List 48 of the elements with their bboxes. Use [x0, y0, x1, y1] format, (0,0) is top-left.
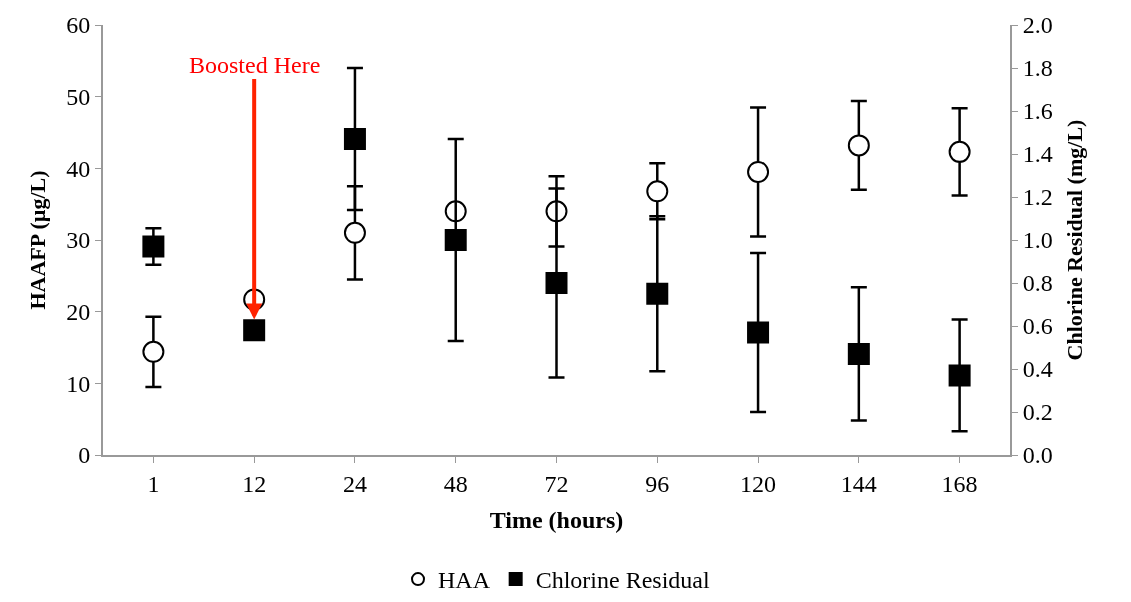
point: [343, 221, 366, 244]
legend-label: Chlorine Residual: [535, 567, 710, 594]
y-tick-label: 60: [66, 12, 91, 39]
x-tick-label: 120: [740, 470, 777, 497]
y2-tick-label: 1.0: [1022, 227, 1053, 254]
y2-tick-label: 0.0: [1022, 442, 1053, 469]
point: [142, 340, 165, 363]
point: [747, 321, 770, 344]
point: [747, 160, 770, 183]
point: [343, 127, 366, 150]
point: [948, 140, 971, 163]
point: [545, 272, 568, 294]
y-axis-title: HAAFP (µg/L): [24, 170, 50, 310]
point: [646, 180, 669, 203]
x-axis-title: Time (hours): [489, 506, 624, 533]
x-tick-label: 96: [645, 470, 670, 497]
y-tick-label: 40: [66, 155, 91, 182]
x-tick-label: 72: [544, 470, 569, 497]
point: [847, 134, 870, 157]
y2-tick-label: 0.8: [1022, 270, 1053, 297]
point: [444, 229, 467, 251]
x-tick-label: 1: [147, 470, 160, 497]
y2-tick-label: 0.4: [1022, 356, 1053, 383]
y-tick-label: 20: [66, 299, 91, 326]
point: [142, 235, 165, 258]
x-tick-label: 144: [840, 470, 877, 497]
y-tick-label: 0: [78, 442, 91, 469]
y2-axis-title: Chlorine Residual (mg/L): [1062, 119, 1088, 361]
legend-label: HAA: [438, 567, 491, 594]
point: [948, 364, 971, 387]
y2-tick-label: 1.4: [1022, 141, 1053, 168]
point: [243, 319, 266, 342]
y-tick-label: 30: [66, 227, 91, 254]
y-tick-label: 50: [66, 84, 91, 111]
y2-tick-label: 1.8: [1022, 55, 1053, 82]
y2-tick-label: 2.0: [1022, 12, 1053, 39]
y2-tick-label: 1.6: [1022, 98, 1053, 125]
x-tick-label: 12: [242, 470, 267, 497]
y2-tick-label: 0.2: [1022, 399, 1053, 426]
x-tick-label: 168: [941, 470, 978, 497]
x-tick-label: 24: [342, 470, 367, 497]
point: [646, 282, 669, 305]
point: [847, 342, 870, 365]
y-tick-label: 10: [66, 370, 91, 397]
annotation: Boosted Here: [189, 52, 321, 78]
y2-tick-label: 0.6: [1022, 313, 1053, 340]
y2-tick-label: 1.2: [1022, 184, 1053, 211]
x-tick-label: 48: [443, 470, 468, 497]
